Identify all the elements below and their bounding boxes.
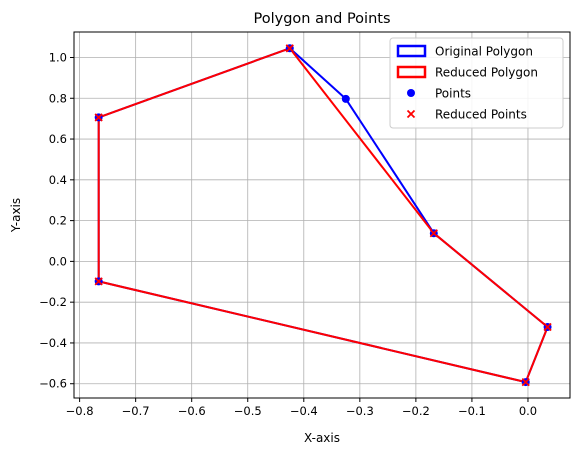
reduced-point-marker (285, 44, 294, 53)
legend-entry: Points (407, 87, 471, 101)
y-tick-label: −0.4 (39, 336, 67, 350)
y-tick-label: 0.0 (49, 254, 67, 268)
legend-label: Reduced Polygon (435, 66, 538, 80)
reduced-point-marker (94, 277, 103, 286)
chart-title: Polygon and Points (253, 11, 390, 27)
x-axis-label: X-axis (304, 431, 340, 445)
x-tick-label: −0.6 (178, 404, 206, 418)
y-tick-label: 0.6 (49, 132, 67, 146)
x-tick-label: −0.8 (66, 404, 94, 418)
x-tick-label: −0.4 (290, 404, 318, 418)
reduced-point-marker (543, 322, 552, 332)
legend-label: Reduced Points (435, 108, 527, 122)
plot-frame (73, 31, 571, 399)
reduced-point-marker (94, 113, 103, 122)
y-tick-label: −0.6 (39, 377, 67, 391)
legend-swatch (396, 44, 427, 58)
legend-entry: Reduced Points (406, 108, 527, 122)
legend-label: Original Polygon (435, 45, 533, 59)
x-tick-label: −0.2 (402, 404, 430, 418)
y-tick-label: 1.0 (49, 50, 67, 64)
x-tick-label: −0.3 (346, 404, 374, 418)
reduced-point-marker (429, 229, 438, 238)
x-tick-label: −0.7 (122, 404, 150, 418)
y-tick-label: 0.8 (49, 91, 67, 105)
legend: Original Polygon Reduced Polygon Points Red… (389, 37, 564, 129)
legend-label: Points (435, 87, 471, 101)
x-tick-label: −0.1 (458, 404, 486, 418)
point-marker (341, 94, 350, 103)
y-tick-label: −0.2 (39, 295, 67, 309)
x-axis-ticks: −0.8 −0.7 −0.6 −0.5 −0.4 −0.3 −0.2 −0.1 0.0 (66, 398, 537, 418)
y-tick-label: 0.4 (49, 173, 67, 187)
y-tick-label: 0.2 (49, 214, 67, 228)
legend-entry: Reduced Polygon (396, 65, 538, 80)
x-tick-label: 0.0 (519, 404, 537, 418)
series-layer (94, 44, 552, 387)
y-axis-label: Y-axis (9, 198, 23, 233)
legend-swatch (407, 89, 415, 97)
legend-box (389, 37, 564, 129)
reduced-point-marker (521, 377, 530, 387)
y-axis-ticks: −0.6 −0.4 −0.2 0.0 0.2 0.4 0.6 0.8 1.0 (39, 50, 74, 391)
legend-swatch (396, 65, 427, 79)
legend-entry: Original Polygon (396, 44, 533, 59)
legend-swatch (406, 109, 416, 119)
grid (74, 32, 570, 398)
x-tick-label: −0.5 (234, 404, 262, 418)
